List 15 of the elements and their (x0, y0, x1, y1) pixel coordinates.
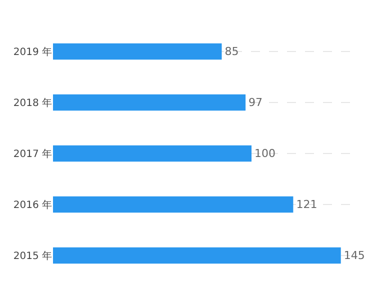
data-label: 97 (248, 96, 263, 109)
data-label: 85 (224, 45, 239, 58)
bar (53, 43, 222, 60)
y-tick-label: 2017 年 (13, 148, 52, 160)
y-tick-label: 2015 年 (13, 250, 52, 262)
data-label: 145 (344, 249, 365, 262)
bar (53, 196, 294, 213)
y-tick-label: 2018 年 (13, 97, 52, 109)
bar (53, 94, 246, 111)
y-tick-label: 2016 年 (13, 199, 52, 211)
data-label: 100 (254, 147, 276, 160)
bar (53, 145, 252, 162)
bar (53, 247, 341, 264)
y-tick-label: 2019 年 (13, 46, 52, 58)
data-label: 121 (296, 198, 318, 211)
